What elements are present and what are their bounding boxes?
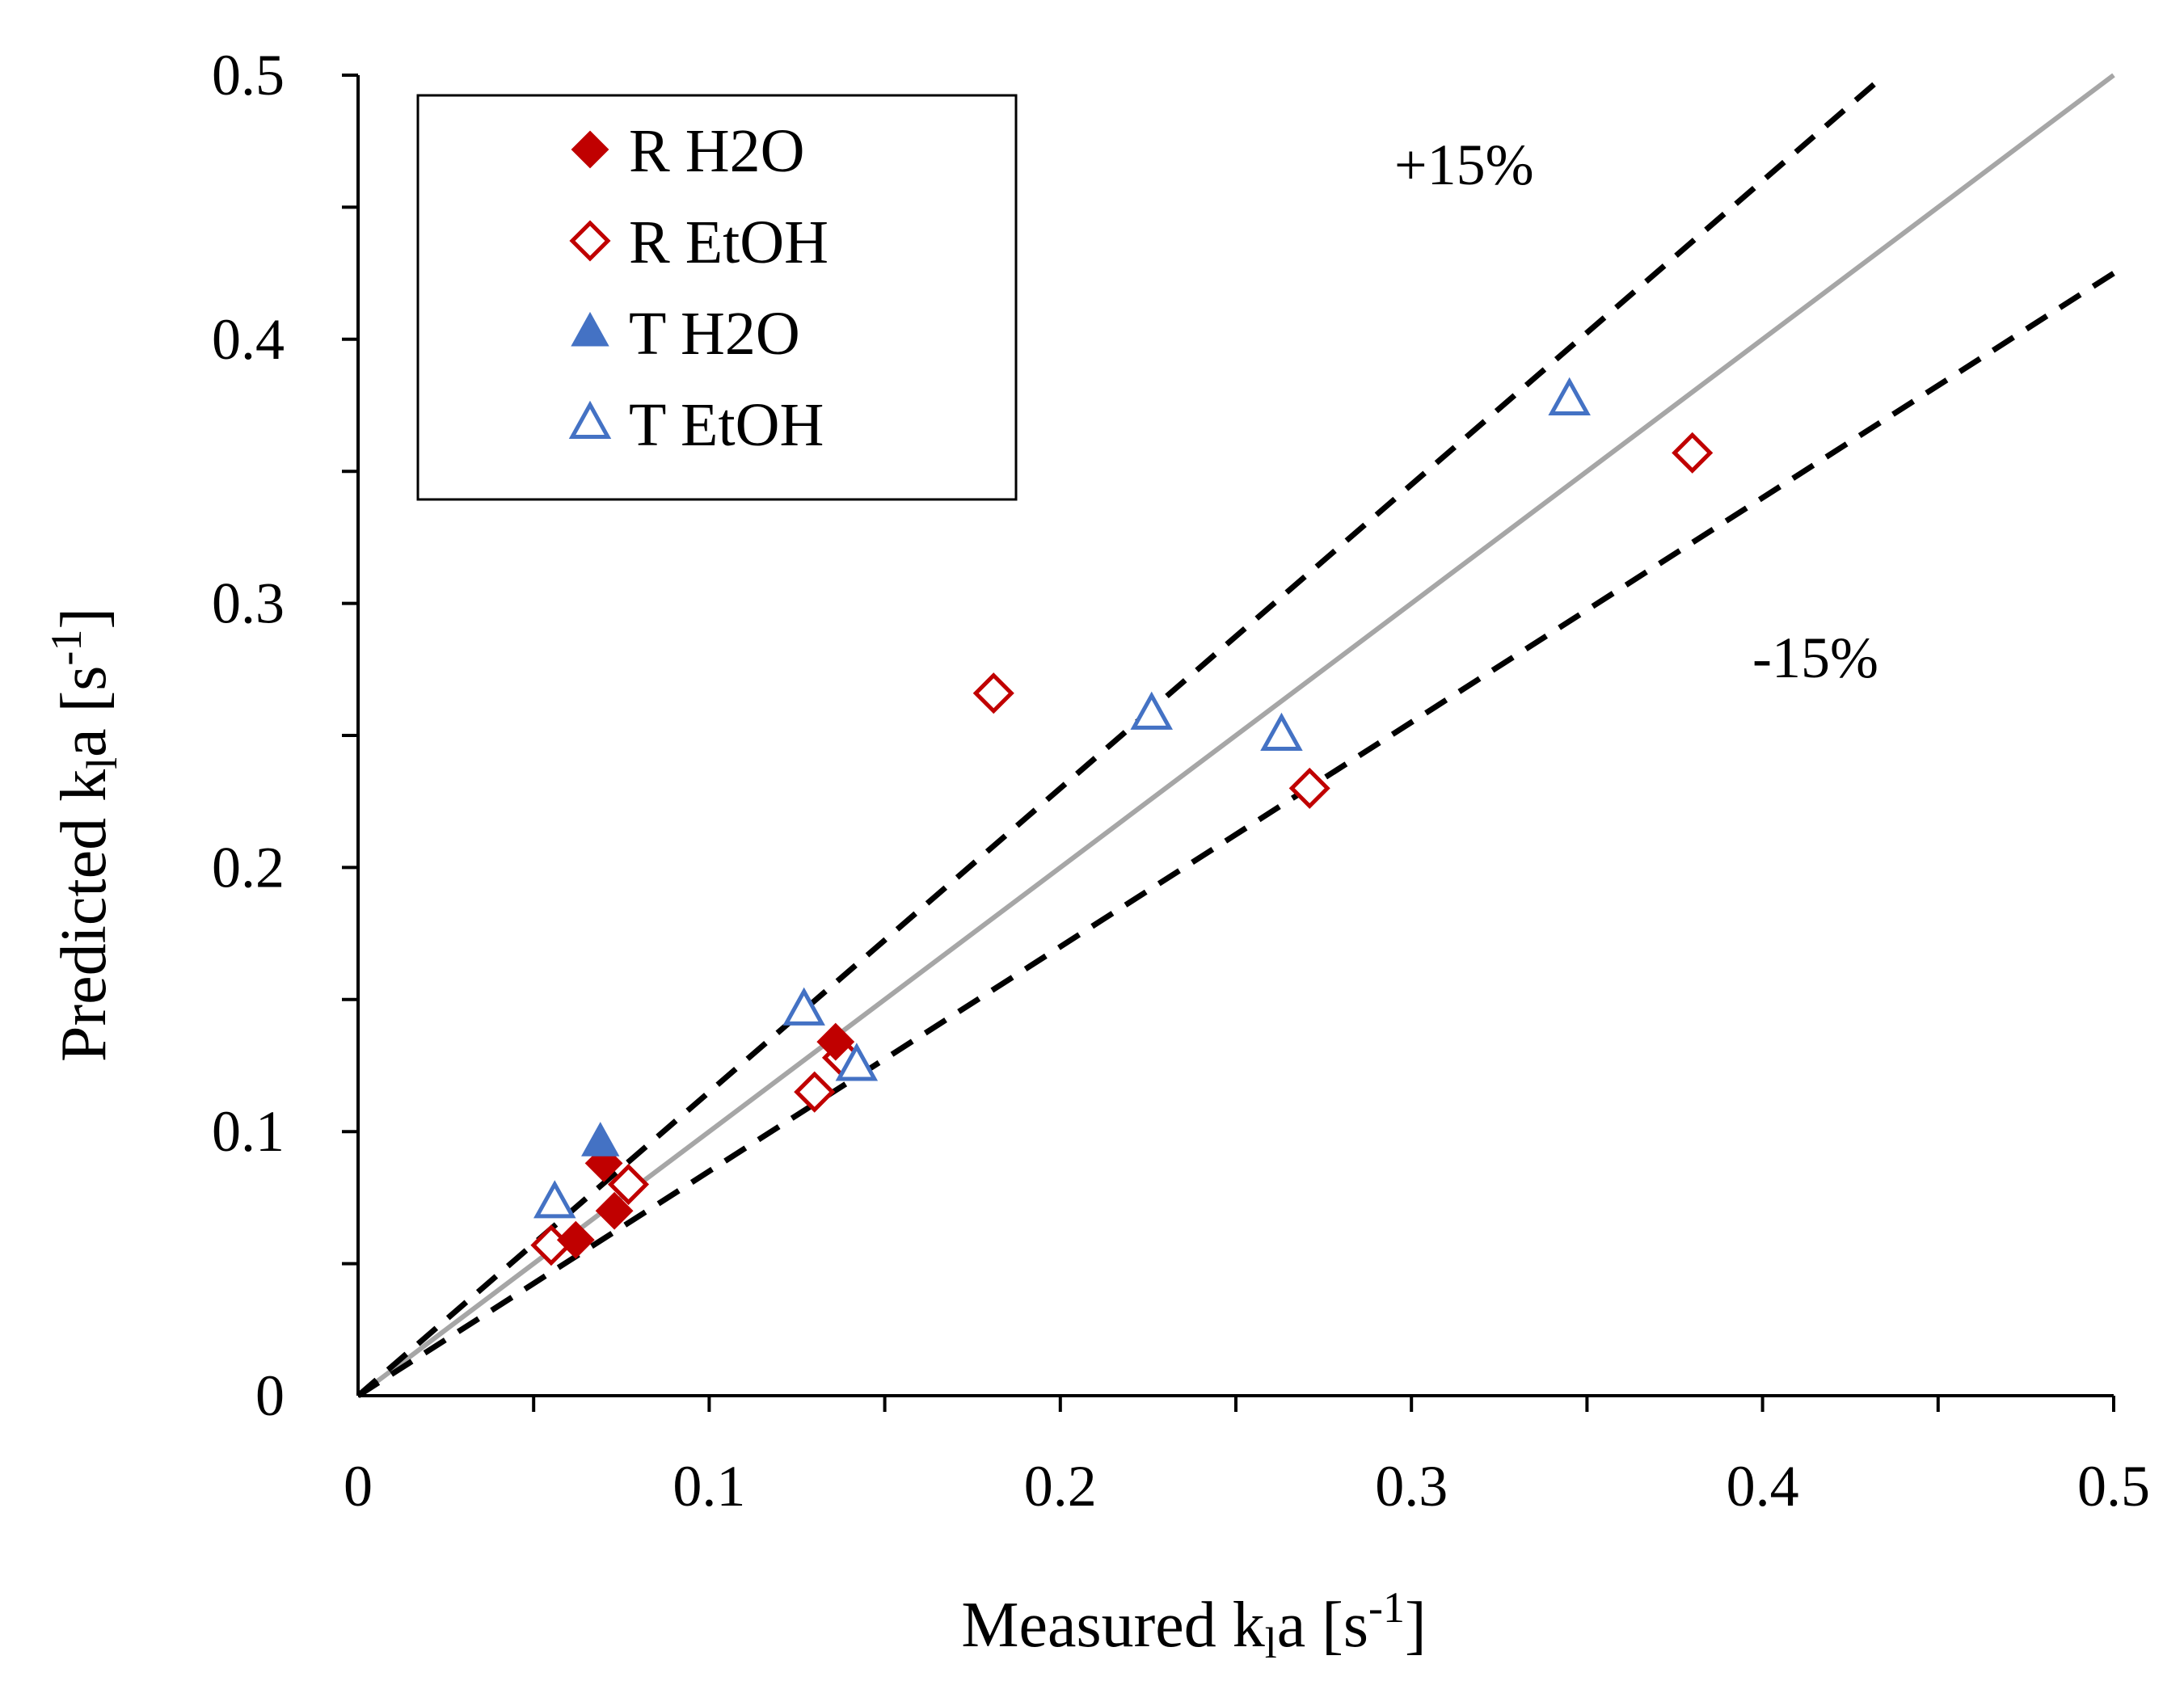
x-tick-label: 0.4 [1727, 1454, 1799, 1519]
tick-labels: 00 0.1 0.1 0.2 0.2 0.3 0.3 0.4 0.4 0.5 0.5 [212, 43, 2150, 1519]
x-tick-label: 0.2 [1024, 1454, 1097, 1519]
x-axis-title: Measured kla [s-1] [961, 1583, 1426, 1667]
data-points [530, 377, 1714, 1266]
parity-line [356, 73, 2115, 1398]
y-tick-label: 0.4 [212, 307, 285, 372]
legend-label-r-h2o: R H2O [629, 117, 804, 185]
t-etoh-point [835, 1043, 879, 1081]
legend-marker-t-h2o [571, 311, 609, 347]
t-etoh-point [533, 1180, 576, 1219]
legend-marker-r-h2o [571, 130, 609, 169]
minus-15-line [356, 271, 2115, 1398]
r-etoh-point [794, 1071, 836, 1113]
axis-ticks [342, 74, 2115, 1412]
r-h2o-point [556, 1220, 595, 1259]
y-axis-title: Predicted kla [s-1] [42, 608, 126, 1062]
x-tick-label: 0.5 [2077, 1454, 2150, 1519]
t-h2o-point [581, 1122, 620, 1156]
r-etoh-point [1672, 432, 1714, 474]
legend-marker-r-etoh [569, 220, 611, 262]
r-etoh-point [972, 672, 1014, 714]
legend-label-t-h2o: T H2O [629, 300, 800, 368]
y-tick-label: 0.2 [212, 835, 285, 899]
r-h2o-point [816, 1022, 855, 1061]
plus-15-line [356, 72, 1887, 1398]
t-etoh-point [1130, 691, 1173, 730]
r-etoh-point [1288, 767, 1330, 809]
y-tick-label: 0.3 [212, 571, 285, 636]
t-etoh-point [1260, 712, 1303, 751]
t-etoh-point [782, 987, 825, 1026]
plus-15-annotation: +15% [1394, 133, 1534, 197]
legend-label-t-etoh: T EtOH [629, 391, 824, 459]
y-tick-label: 0.5 [212, 43, 285, 107]
r-h2o-point [595, 1191, 634, 1230]
y-tick-label: 0.1 [212, 1099, 285, 1164]
legend-box [416, 94, 1018, 501]
x-tick-label: 0 [344, 1454, 373, 1519]
y-tick-label: 0 [255, 1363, 285, 1428]
x-tick-label: 0.1 [672, 1454, 745, 1519]
legend-marker-t-etoh [568, 400, 612, 439]
t-etoh-point [1548, 377, 1591, 415]
legend-label-r-etoh: R EtOH [629, 209, 828, 276]
r-etoh-point [607, 1164, 650, 1206]
minus-15-annotation: -15% [1752, 626, 1878, 690]
reference-lines [356, 72, 2115, 1398]
legend: R H2O R EtOH T H2O T EtOH [416, 94, 1018, 501]
x-tick-label: 0.3 [1375, 1454, 1448, 1519]
